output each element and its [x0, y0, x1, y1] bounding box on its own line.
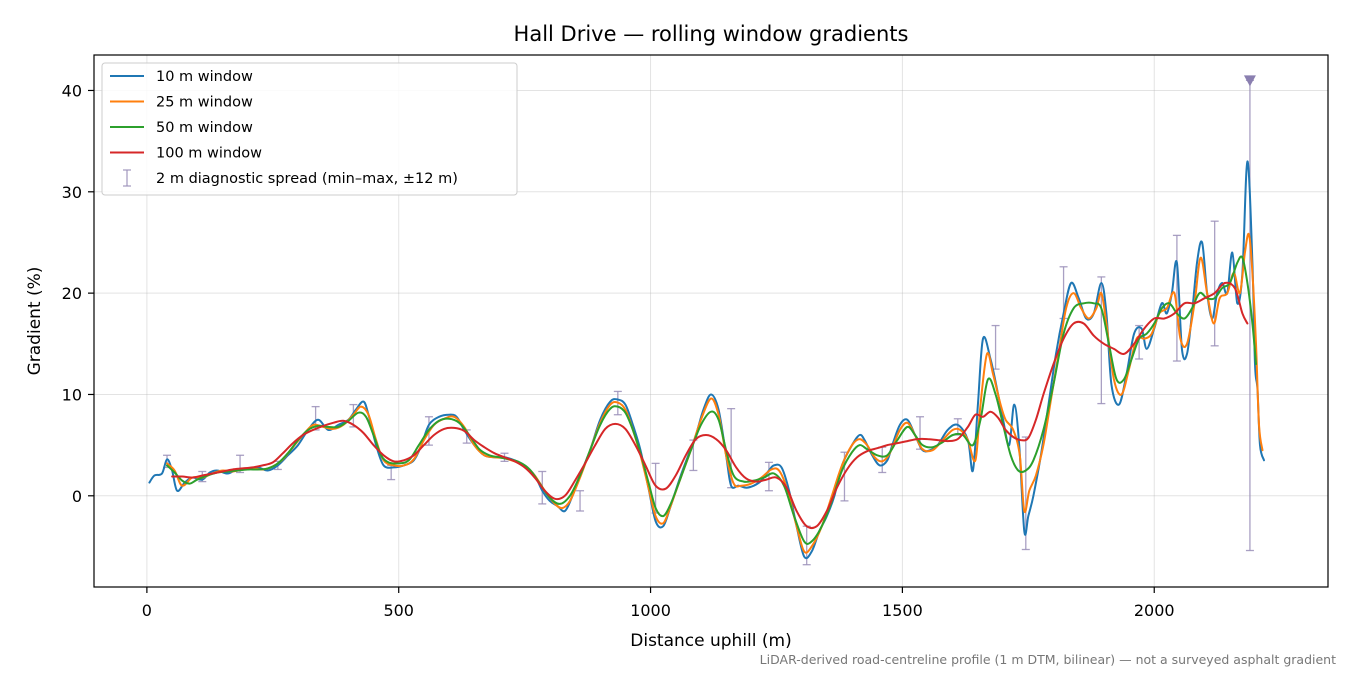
legend-box: [101, 62, 518, 196]
errorbar-group: [163, 79, 1254, 566]
y-tick-label: 0: [72, 487, 82, 506]
legend: 10 m window 25 m window 50 m window 100 m w…: [101, 62, 518, 196]
x-tick-label: 1000: [630, 601, 671, 620]
legend-label-4: 100 m window: [156, 146, 262, 162]
plot-frame: [93, 54, 1329, 588]
x-tick-label: 500: [383, 601, 414, 620]
y-tick-label: 20: [62, 284, 82, 303]
errorbar: [764, 461, 773, 492]
legend-label-3: 50 m window: [156, 120, 253, 136]
errorbar: [576, 490, 585, 512]
series-line-3: [166, 255, 1257, 545]
x-axis-ticks: 0 500 1000 1500 2000: [142, 587, 1175, 620]
y-tick-label: 30: [62, 183, 82, 202]
outlier-triangle-marker: [1243, 75, 1256, 87]
errorbar: [1097, 276, 1106, 405]
series-line-4: [171, 281, 1249, 530]
series-line-1: [148, 160, 1265, 560]
x-axis-label: Distance uphill (m): [630, 631, 791, 651]
legend-swatch-errorbar: [123, 169, 131, 187]
series-line-2: [166, 232, 1264, 554]
errorbar: [991, 324, 1000, 370]
errorbar: [1210, 220, 1219, 347]
chart-title: Hall Drive — rolling window gradients: [514, 22, 909, 46]
legend-items: 10 m window 25 m window 50 m window 100 m w…: [110, 69, 458, 187]
footnote: LiDAR-derived road-centreline profile (1…: [760, 652, 1336, 667]
y-tick-label: 40: [62, 81, 82, 100]
x-tick-label: 0: [142, 601, 152, 620]
marker-group: [1243, 75, 1256, 87]
x-tick-label: 2000: [1134, 601, 1175, 620]
y-axis-label: Gradient (%): [25, 267, 45, 376]
legend-label-errorbar: 2 m diagnostic spread (min–max, ±12 m): [156, 171, 458, 187]
series-group: [148, 160, 1265, 560]
y-axis-ticks: 0 10 20 30 40: [62, 81, 94, 506]
x-tick-label: 1500: [882, 601, 923, 620]
legend-label-1: 10 m window: [156, 69, 253, 85]
errorbar: [1135, 324, 1144, 360]
errorbar: [1172, 234, 1181, 362]
legend-label-2: 25 m window: [156, 95, 253, 111]
y-tick-label: 10: [62, 385, 82, 404]
errorbar: [1245, 79, 1254, 552]
